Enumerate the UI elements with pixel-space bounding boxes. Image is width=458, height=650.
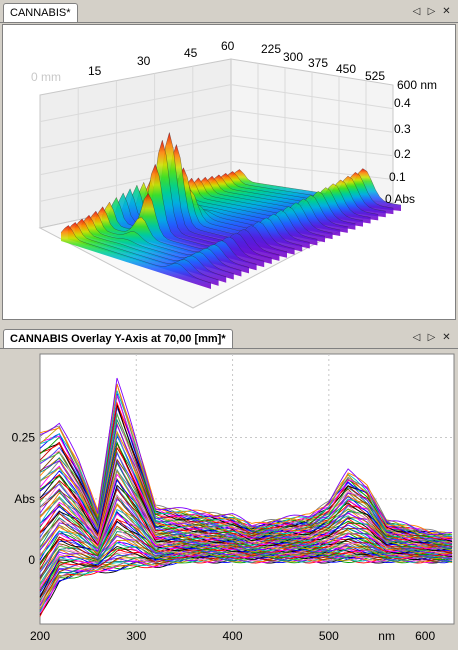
abs-tick-0: 0 Abs (385, 192, 415, 206)
abs-axis-labels: 0.4 0.3 0.2 0.1 0 Abs (385, 96, 415, 206)
overlay-tab-controls: ◁ ▷ ✕ (411, 330, 452, 344)
nm-tick-450: 450 (336, 62, 356, 76)
overlay-series-line (39, 377, 453, 536)
surface-tab[interactable]: CANNABIS* (3, 3, 78, 22)
y-tick-label: Abs (14, 492, 35, 506)
x-tick-label: nm (378, 629, 395, 643)
next-icon[interactable]: ▷ (427, 331, 436, 343)
surface-3d-plot[interactable]: 0 mm 15 30 45 60 225 300 375 450 525 600… (3, 25, 455, 319)
nm-tick-375: 375 (308, 56, 328, 70)
overlay-tabbar: CANNABIS Overlay Y-Axis at 70,00 [mm]* ◁… (0, 326, 458, 349)
mm-tick-0: 0 mm (31, 70, 61, 84)
overlay-series-line (39, 469, 453, 550)
surface-plot-viewport[interactable]: 0 mm 15 30 45 60 225 300 375 450 525 600… (2, 24, 456, 320)
overlay-chart[interactable]: 200 300 400 500 nm 600 0.25 Abs 0 (2, 350, 456, 646)
surface-panel: CANNABIS* ◁ ▷ ✕ (0, 0, 458, 322)
nm-tick-300: 300 (283, 50, 303, 64)
overlay-series-line (39, 508, 453, 558)
mm-axis-labels: 0 mm 15 30 45 60 (31, 39, 235, 84)
surface-tabbar: CANNABIS* ◁ ▷ ✕ (0, 0, 458, 23)
x-tick-label: 200 (30, 629, 50, 643)
overlay-series-line (39, 546, 453, 591)
x-tick-label: 600 (415, 629, 435, 643)
overlay-series-line (39, 484, 453, 552)
overlay-plot-viewport[interactable]: 200 300 400 500 nm 600 0.25 Abs 0 (2, 350, 456, 646)
x-tick-label: 400 (223, 629, 243, 643)
nm-axis-labels: 225 300 375 450 525 600 nm (261, 42, 437, 92)
surface-ridges (60, 131, 402, 289)
previous-icon[interactable]: ◁ (412, 331, 421, 343)
overlay-series-line (39, 390, 453, 538)
mm-tick-15: 15 (88, 64, 102, 78)
mm-tick-45: 45 (184, 46, 198, 60)
x-tick-label: 500 (319, 629, 339, 643)
mm-tick-30: 30 (137, 54, 151, 68)
overlay-tick-labels: 200 300 400 500 nm 600 0.25 Abs 0 (12, 430, 436, 643)
abs-tick-02: 0.2 (394, 147, 411, 161)
previous-icon[interactable]: ◁ (412, 5, 421, 17)
nm-tick-225: 225 (261, 42, 281, 56)
next-icon[interactable]: ▷ (427, 5, 436, 17)
close-icon[interactable]: ✕ (442, 5, 451, 17)
y-tick-label: 0.25 (12, 430, 36, 444)
mm-tick-60: 60 (221, 39, 235, 53)
y-tick-label: 0 (28, 553, 35, 567)
close-icon[interactable]: ✕ (442, 331, 451, 343)
overlay-series-group (39, 377, 453, 617)
overlay-tab[interactable]: CANNABIS Overlay Y-Axis at 70,00 [mm]* (3, 329, 233, 348)
abs-tick-01: 0.1 (389, 170, 406, 184)
abs-tick-04: 0.4 (394, 96, 411, 110)
overlay-series-line (39, 510, 453, 561)
surface-tab-controls: ◁ ▷ ✕ (411, 4, 452, 18)
nm-tick-600: 600 nm (397, 78, 437, 92)
x-tick-label: 300 (126, 629, 146, 643)
abs-tick-03: 0.3 (394, 122, 411, 136)
nm-tick-525: 525 (365, 69, 385, 83)
overlay-panel: CANNABIS Overlay Y-Axis at 70,00 [mm]* ◁… (0, 326, 458, 650)
